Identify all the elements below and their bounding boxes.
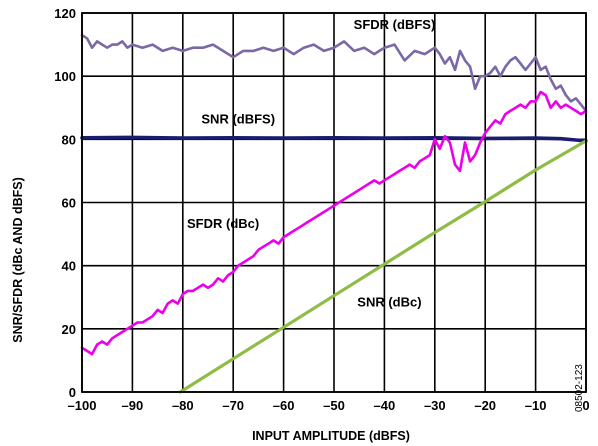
x-tick-label: 0 bbox=[582, 398, 589, 413]
x-tick-label: –70 bbox=[222, 398, 244, 413]
series-annotation: SNR (dBc) bbox=[357, 295, 421, 310]
y-tick-label: 100 bbox=[54, 69, 76, 84]
x-tick-label: –10 bbox=[525, 398, 547, 413]
x-tick-label: –90 bbox=[122, 398, 144, 413]
series-line-sfdr-dbfs bbox=[80, 33, 588, 113]
series-annotation: SNR (dBFS) bbox=[201, 112, 275, 127]
tick-layer: –100 –90 –80 –70 –60 –50 –40 –30 –20 –10 002040608… bbox=[54, 6, 589, 413]
x-tick-label: –60 bbox=[273, 398, 295, 413]
series-line-snr-dbfs bbox=[80, 135, 588, 143]
y-tick-label: 80 bbox=[62, 132, 76, 147]
series-annotation: SFDR (dBFS) bbox=[354, 17, 436, 32]
y-tick-label: 40 bbox=[62, 259, 76, 274]
x-axis-title: INPUT AMPLITUDE (dBFS) bbox=[252, 429, 410, 443]
x-tick-label: –20 bbox=[474, 398, 496, 413]
series-annotation: SFDR (dBc) bbox=[187, 216, 259, 231]
y-tick-label: 20 bbox=[62, 322, 76, 337]
grid-layer bbox=[81, 12, 587, 393]
x-tick-label: –40 bbox=[374, 398, 396, 413]
x-tick-label: –30 bbox=[424, 398, 446, 413]
plot-frame bbox=[81, 12, 587, 393]
y-tick-label: 60 bbox=[62, 196, 76, 211]
series-layer bbox=[80, 33, 588, 394]
x-tick-label: –100 bbox=[68, 398, 97, 413]
y-tick-label: 120 bbox=[54, 6, 76, 21]
figure-id: 08502-123 bbox=[574, 364, 585, 412]
annotation-layer: SFDR (dBFS) SNR (dBFS) SFDR (dBc) SNR (dBc) bbox=[187, 17, 435, 310]
x-tick-label: –50 bbox=[323, 398, 345, 413]
series-line-sfdr-dbc bbox=[80, 90, 588, 356]
y-tick-label: 0 bbox=[69, 385, 76, 400]
x-tick-label: –80 bbox=[172, 398, 194, 413]
series-line-snr-dbc bbox=[178, 139, 588, 394]
y-axis-title: SNR/SFDR (dBc AND dBFS) bbox=[11, 177, 25, 343]
